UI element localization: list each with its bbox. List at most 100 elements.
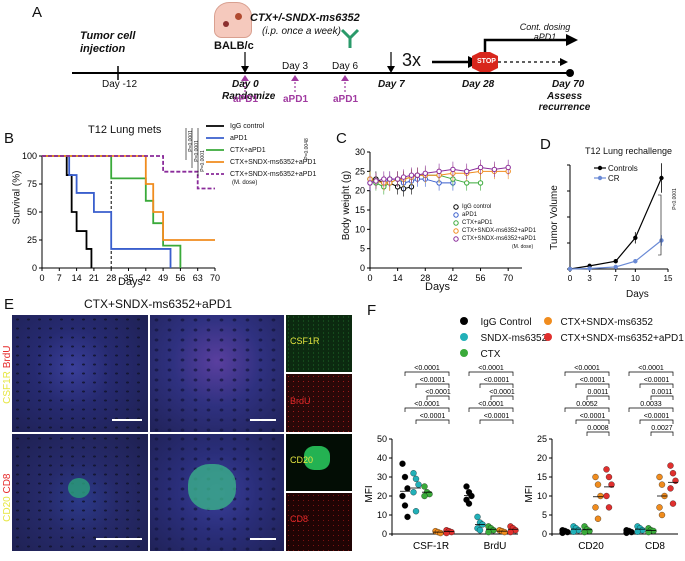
f1-pval-label: <0.0001 bbox=[425, 389, 451, 396]
f1-point bbox=[437, 529, 444, 537]
f1-bracket bbox=[404, 371, 450, 376]
d-xtick-label: 7 bbox=[614, 274, 619, 283]
repeat-3x: 3x bbox=[402, 50, 422, 70]
day-6: Day 6 bbox=[332, 61, 359, 72]
b-ytick-label: 100 bbox=[22, 151, 37, 161]
f2-point bbox=[672, 477, 679, 484]
f1-point bbox=[474, 513, 481, 521]
f1-bracket bbox=[426, 395, 450, 400]
f2-ytick-label: 15 bbox=[537, 472, 547, 482]
c-xtick-label: 56 bbox=[476, 273, 486, 283]
f1-pval-label: <0.0001 bbox=[478, 365, 504, 372]
stain-csf1r: CSF1R bbox=[2, 371, 13, 404]
survival-chart: 0 25 50 75 100 0 7 14 21 28 35 42 49 56 63 70 bbox=[22, 125, 224, 283]
stain-dapi-top: DAPI bbox=[2, 406, 13, 430]
f1-point bbox=[401, 473, 409, 481]
f2-point bbox=[667, 485, 674, 492]
f1-pval-label: <0.0001 bbox=[489, 389, 515, 396]
treatment-note: (i.p. once a week) bbox=[262, 26, 341, 37]
f1-ylabel: MFI bbox=[364, 485, 375, 502]
f2-bracket bbox=[628, 407, 674, 412]
f1-point bbox=[421, 492, 428, 500]
f2-point bbox=[603, 492, 610, 500]
f1-bracket bbox=[479, 419, 514, 424]
panel-a-letter: A bbox=[32, 4, 43, 21]
b-xtick-label: 21 bbox=[89, 273, 99, 283]
c-point bbox=[464, 180, 470, 186]
f1-point bbox=[404, 513, 411, 521]
f2-point bbox=[559, 529, 566, 537]
f2-point bbox=[594, 515, 602, 522]
legend-md-note: (M. dose) bbox=[232, 180, 258, 186]
f1-point bbox=[485, 528, 492, 536]
d-pval-bracket bbox=[658, 194, 662, 256]
f1-point bbox=[401, 502, 409, 509]
stain-cd20: CD20 bbox=[2, 496, 13, 522]
f2-ytick-label: 10 bbox=[537, 491, 547, 501]
apd1-dose-1: aPD1 bbox=[233, 94, 259, 105]
d-legend-marker-1 bbox=[597, 175, 603, 181]
f2-point bbox=[570, 528, 577, 535]
legend-ctx-sndx-apd1: CTX+SNDX-ms6352+aPD1 bbox=[230, 159, 317, 166]
b-xtick-label: 7 bbox=[57, 273, 62, 283]
f1-pval-label: <0.0001 bbox=[420, 413, 446, 420]
c-ytick-label: 20 bbox=[355, 186, 365, 196]
f2-pval-label: <0.0001 bbox=[580, 377, 606, 384]
day-0: Day 0 bbox=[232, 79, 259, 90]
f1-bracket bbox=[468, 407, 514, 412]
f2-point bbox=[608, 481, 615, 488]
f2-ytick-label: 0 bbox=[542, 529, 547, 539]
d-xtick-label: 0 bbox=[568, 274, 573, 283]
f2-pval-label: 0.0027 bbox=[651, 425, 673, 432]
f2-point bbox=[603, 466, 610, 473]
f2-category-label: CD8 bbox=[645, 541, 665, 552]
stain-brdu: BrdU bbox=[2, 345, 13, 369]
f1-pval-label: <0.0001 bbox=[484, 377, 510, 384]
d-pval: P<0.0001 bbox=[671, 188, 678, 210]
c-legend-ctx-sndx-apd1: CTX+SNDX-ms6352+aPD1 bbox=[462, 228, 537, 234]
f1-ytick-label: 0 bbox=[382, 529, 387, 539]
tile-cd20 bbox=[286, 434, 352, 491]
f2-pval-label: <0.0001 bbox=[574, 365, 600, 372]
d-series-1 bbox=[569, 239, 662, 270]
day-3: Day 3 bbox=[282, 61, 309, 72]
f2-bracket bbox=[586, 431, 610, 436]
antibody-icon bbox=[340, 28, 360, 48]
f1-point bbox=[404, 485, 411, 492]
panel-d-title: T12 Lung rechallenge bbox=[585, 146, 673, 156]
f1-point bbox=[476, 527, 484, 534]
legend-ctx-sndx-apd1-md: CTX+SNDX-ms6352+aPD1 bbox=[230, 171, 317, 178]
mouse-illustration bbox=[214, 2, 252, 38]
stop-sign-label: STOP bbox=[477, 58, 496, 65]
f1-ytick-label: 40 bbox=[377, 453, 387, 463]
c-point bbox=[373, 178, 379, 184]
bodyweight-xlabel: Days bbox=[425, 281, 451, 293]
timeline-svg bbox=[72, 34, 578, 93]
b-xtick-label: 14 bbox=[72, 273, 82, 283]
day-minus12: Day -12 bbox=[102, 79, 138, 90]
f1-point bbox=[399, 460, 406, 467]
legend-ctx-sndx-apd1-f: CTX+SNDX-ms6352+aPD1 bbox=[560, 333, 684, 344]
pval-3: P=0.0001 bbox=[199, 150, 206, 172]
c-xtick-label: 14 bbox=[393, 273, 403, 283]
tile-label-csf1r: CSF1R bbox=[290, 336, 320, 346]
c-point bbox=[491, 166, 498, 173]
b-series-3 bbox=[42, 155, 215, 241]
f2-category-label: CD20 bbox=[578, 541, 604, 552]
f2-point bbox=[592, 504, 599, 511]
c-point bbox=[436, 168, 442, 175]
b-series-1 bbox=[42, 155, 172, 268]
tile-label-brdu: BrdU bbox=[290, 396, 311, 406]
f2-point bbox=[592, 473, 599, 481]
c-ytick-label: 0 bbox=[360, 263, 365, 273]
legend-ctx-apd1: CTX+aPD1 bbox=[230, 147, 266, 154]
b-ytick-label: 0 bbox=[32, 263, 37, 273]
mfi-chart-left: 0 10 20 30 40 50 MFI CSF-1R BrdU <0.0001 <0.0001 <0… bbox=[364, 365, 519, 552]
c-ytick-label: 10 bbox=[355, 224, 365, 234]
c-legend-md-note: (M. dose) bbox=[512, 244, 534, 250]
panel-e-letter: E bbox=[4, 296, 15, 313]
f2-point bbox=[581, 528, 588, 536]
f1-bracket bbox=[468, 371, 514, 376]
f2-point bbox=[605, 504, 613, 511]
c-point bbox=[400, 174, 407, 180]
